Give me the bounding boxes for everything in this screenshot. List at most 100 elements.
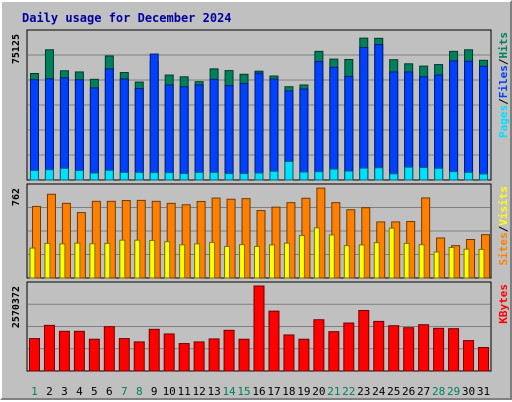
bar-kbytes-19 <box>298 338 310 372</box>
y-axis-max-label: 75125 <box>11 34 22 64</box>
bar-sites-16 <box>256 210 266 279</box>
x-tick-label-27: 27 <box>417 385 430 398</box>
bar-pages-19 <box>299 171 309 181</box>
bar-visits-15 <box>239 244 246 279</box>
bar-pages-4 <box>74 169 84 181</box>
bar-pages-10 <box>164 172 174 181</box>
bar-kbytes-30 <box>463 340 475 372</box>
bar-visits-29 <box>448 247 455 279</box>
bar-files-14 <box>224 85 234 181</box>
bar-visits-13 <box>209 241 216 279</box>
bar-visits-26 <box>403 242 410 279</box>
bar-pages-31 <box>479 173 489 181</box>
bar-pages-24 <box>374 167 384 181</box>
y-axis-max-label: 762 <box>11 188 22 206</box>
bar-files-28 <box>434 74 444 181</box>
bar-kbytes-4 <box>73 330 85 372</box>
bar-pages-29 <box>449 171 459 181</box>
bar-kbytes-1 <box>28 338 40 372</box>
bar-kbytes-14 <box>223 329 235 372</box>
bar-pages-5 <box>89 172 99 181</box>
legend: Sites/Visits <box>497 186 510 266</box>
chart-title: Daily usage for December 2024 <box>22 11 232 25</box>
bar-visits-5 <box>89 243 96 279</box>
bar-visits-22 <box>343 245 350 279</box>
bar-pages-17 <box>269 170 279 181</box>
bar-kbytes-13 <box>208 338 220 372</box>
bar-files-23 <box>359 46 369 181</box>
bar-pages-16 <box>254 172 264 181</box>
bar-visits-27 <box>418 244 425 279</box>
x-tick-label-30: 30 <box>462 385 475 398</box>
x-tick-label-16: 16 <box>252 385 265 398</box>
bar-sites-8 <box>136 199 146 279</box>
bar-files-10 <box>164 84 174 181</box>
x-tick-label-31: 31 <box>477 385 490 398</box>
bar-kbytes-5 <box>88 338 100 372</box>
bar-kbytes-8 <box>133 341 145 372</box>
bar-kbytes-22 <box>343 322 355 372</box>
bar-kbytes-2 <box>43 324 55 372</box>
bar-files-17 <box>269 78 279 181</box>
bar-files-15 <box>239 82 249 181</box>
bar-kbytes-3 <box>58 330 70 372</box>
bar-sites-27 <box>421 197 431 279</box>
bar-files-27 <box>419 76 429 181</box>
bar-files-12 <box>194 84 204 181</box>
panel-bottom: 2570372 KBytes <box>11 281 510 372</box>
bar-visits-8 <box>134 239 141 279</box>
bar-pages-9 <box>149 172 159 181</box>
bar-files-31 <box>479 65 489 181</box>
bar-files-24 <box>374 44 384 181</box>
x-tick-label-13: 13 <box>207 385 220 398</box>
bar-visits-3 <box>59 243 66 279</box>
bar-visits-6 <box>104 242 111 279</box>
x-tick-label-12: 12 <box>193 385 206 398</box>
bar-files-4 <box>74 79 84 181</box>
bar-sites-10 <box>166 202 176 279</box>
bar-sites-11 <box>181 204 191 279</box>
bar-kbytes-24 <box>373 320 385 372</box>
bar-sites-5 <box>91 200 101 279</box>
bar-kbytes-18 <box>283 334 295 372</box>
bar-files-9 <box>149 53 159 181</box>
x-tick-label-26: 26 <box>402 385 415 398</box>
bar-kbytes-7 <box>118 338 130 372</box>
x-tick-label-1: 1 <box>31 385 38 398</box>
x-tick-label-3: 3 <box>61 385 68 398</box>
bar-pages-1 <box>29 169 39 181</box>
bar-files-8 <box>134 87 144 181</box>
bar-pages-30 <box>464 171 474 181</box>
bar-files-2 <box>44 78 54 181</box>
bar-pages-13 <box>209 171 219 181</box>
bar-sites-3 <box>61 202 71 279</box>
bar-files-11 <box>179 86 189 181</box>
bar-visits-24 <box>373 242 380 279</box>
legend-separator: / <box>497 225 510 232</box>
bar-pages-12 <box>194 171 204 181</box>
bar-sites-18 <box>286 202 296 279</box>
bar-pages-18 <box>284 161 294 181</box>
bar-visits-18 <box>283 242 290 279</box>
bar-files-26 <box>404 71 414 181</box>
bar-pages-23 <box>359 167 369 181</box>
x-tick-label-15: 15 <box>237 385 250 398</box>
bar-pages-28 <box>434 167 444 181</box>
bar-kbytes-11 <box>178 343 190 372</box>
legend-separator: / <box>497 58 510 65</box>
legend-item-pages: Pages <box>497 105 510 138</box>
bar-visits-28 <box>433 251 440 279</box>
x-tick-label-8: 8 <box>136 385 143 398</box>
x-tick-label-6: 6 <box>106 385 113 398</box>
bar-files-25 <box>389 71 399 181</box>
bar-kbytes-17 <box>268 310 280 372</box>
bar-visits-12 <box>194 243 201 279</box>
bar-kbytes-27 <box>418 324 430 372</box>
bar-pages-15 <box>239 173 249 181</box>
bar-kbytes-21 <box>328 331 340 372</box>
bar-sites-9 <box>151 200 161 279</box>
bar-visits-9 <box>149 239 156 279</box>
bar-pages-7 <box>119 171 129 181</box>
bar-pages-20 <box>314 171 324 181</box>
